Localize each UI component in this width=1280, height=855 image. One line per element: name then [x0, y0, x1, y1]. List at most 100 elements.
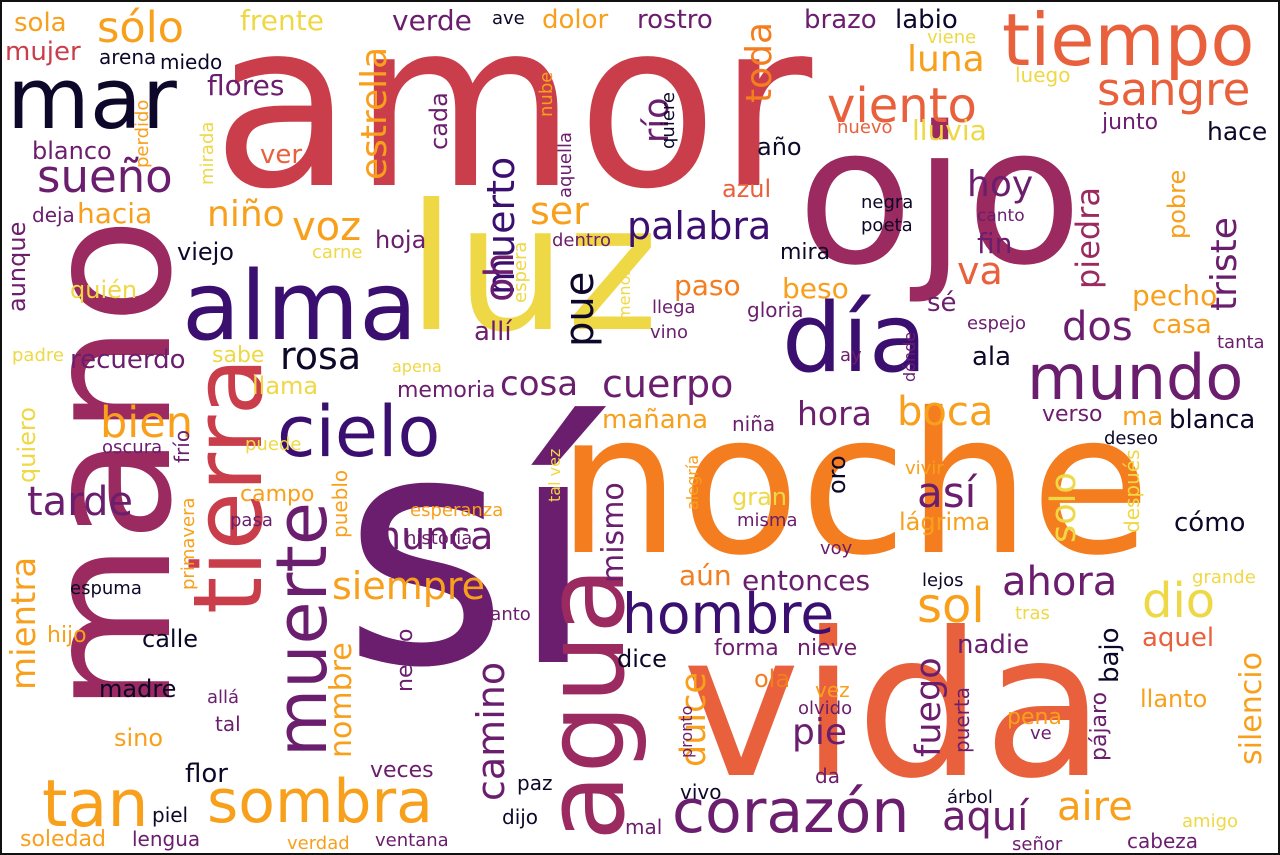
word-pena: pena	[1007, 705, 1062, 730]
word-nuevo: nuevo	[837, 117, 893, 138]
word-aqui: aquí	[942, 794, 1029, 840]
word-vez: vez	[815, 678, 850, 702]
word-vida: vida	[682, 590, 1106, 823]
word-azul: azul	[722, 175, 772, 203]
word-pue: pue	[557, 272, 603, 348]
word-nadie: nadie	[957, 630, 1030, 660]
word-siempre: siempre	[332, 564, 486, 608]
word-bajo: bajo	[1095, 627, 1125, 683]
word-quiere: quiere	[658, 92, 679, 149]
word-quien: quién	[70, 276, 138, 304]
word-lengua: lengua	[132, 827, 201, 851]
word-pasa: pasa	[230, 510, 273, 531]
word-mundo: mundo	[1027, 341, 1244, 414]
word-pecho: pecho	[1132, 279, 1218, 312]
word-vivir: vivir	[905, 458, 944, 479]
word-solo: solo	[1044, 472, 1084, 543]
word-beso: beso	[782, 272, 849, 305]
word-memoria: memoria	[397, 378, 496, 403]
word-deseo: deseo	[1104, 428, 1158, 449]
word-dos: dos	[1062, 304, 1133, 350]
word-viento: viento	[827, 78, 977, 134]
word-soledad: soledad	[20, 827, 106, 852]
word-vino: vino	[650, 322, 689, 343]
word-mal: mal	[625, 815, 663, 839]
word-paz: paz	[517, 771, 553, 795]
word-entonces: entonces	[742, 564, 871, 597]
word-hombre: hombre	[622, 582, 835, 646]
word-tan: tan	[42, 767, 149, 842]
word-ala: ala	[972, 342, 1012, 372]
word-cielo: cielo	[277, 391, 441, 473]
word-aunque: aunque	[3, 222, 31, 313]
word-aire: aire	[1057, 784, 1133, 830]
word-ver: ver	[260, 140, 303, 170]
word-verde: verde	[392, 4, 472, 37]
word-hacia: hacia	[77, 197, 153, 230]
word-ave: ave	[492, 8, 525, 29]
word-campo: campo	[240, 482, 315, 507]
word-espera: espera	[510, 242, 531, 304]
word-paso: paso	[674, 269, 741, 302]
word-primavera: primavera	[178, 497, 199, 590]
word-tras: tras	[1015, 603, 1050, 624]
word-llama: llama	[252, 372, 319, 400]
word-da: da	[815, 764, 840, 788]
word-dijo: dijo	[502, 805, 539, 829]
word-esperanza: esperanza	[410, 500, 504, 521]
word-piel: piel	[152, 803, 189, 827]
word-lejos: lejos	[922, 570, 964, 591]
word-alla: allá	[207, 687, 240, 708]
word-espuma: espuma	[70, 578, 142, 599]
word-sino: sino	[114, 724, 164, 752]
word-corazon: corazón	[672, 777, 910, 847]
word-donde: dónde	[900, 332, 919, 383]
word-mujer: mujer	[5, 37, 81, 67]
word-asi: así	[917, 468, 977, 517]
word-hoja: hoja	[375, 226, 427, 254]
word-despues: después	[1120, 449, 1144, 533]
word-quiero: quiero	[13, 407, 41, 483]
word-brazo: brazo	[804, 5, 877, 35]
word-hace: hace	[1207, 117, 1268, 146]
word-casa: casa	[1152, 310, 1212, 340]
word-se: sé	[927, 288, 957, 318]
word-tanta: tanta	[1217, 332, 1265, 353]
word-negra: negra	[861, 192, 914, 213]
word-mientra: mientra	[4, 557, 44, 691]
word-dio: dio	[1142, 573, 1216, 629]
word-sombra: sombra	[207, 767, 433, 837]
word-silencio: silencio	[1234, 652, 1269, 765]
word-sol: sol	[917, 578, 985, 634]
word-nombre: nombre	[324, 642, 359, 758]
word-dice: dice	[617, 645, 667, 673]
word-hoy: hoy	[967, 164, 1034, 205]
word-dolor: dolor	[542, 5, 609, 35]
word-arena: arena	[99, 45, 157, 69]
word-aun: aún	[679, 559, 732, 592]
word-deja: deja	[32, 203, 75, 227]
word-cuanto: cuanto	[469, 604, 531, 625]
word-ano: año	[757, 133, 802, 161]
word-rosa: rosa	[280, 334, 362, 378]
word-rostro: rostro	[637, 5, 713, 35]
word-espejo: espejo	[967, 313, 1026, 334]
word-palabra: palabra	[627, 204, 772, 248]
word-apena: apena	[392, 357, 442, 376]
word-aquella: aquella	[555, 132, 576, 198]
word-recuerdo: recuerdo	[70, 345, 186, 375]
word-va: va	[957, 249, 1003, 293]
word-blanca: blanca	[1169, 405, 1256, 435]
word-ma: ma	[1122, 402, 1164, 432]
word-noche: noche	[557, 371, 1151, 598]
word-canto: canto	[977, 206, 1025, 226]
word-ventana: ventana	[375, 830, 449, 851]
word-menos: menos	[615, 267, 634, 321]
word-mira: mira	[780, 240, 831, 265]
word-frio: frío	[170, 430, 194, 464]
word-manana: mañana	[602, 405, 709, 435]
word-mismo: mismo	[596, 482, 631, 583]
word-flor: flor	[185, 759, 228, 789]
word-estrella: estrella	[354, 47, 395, 181]
